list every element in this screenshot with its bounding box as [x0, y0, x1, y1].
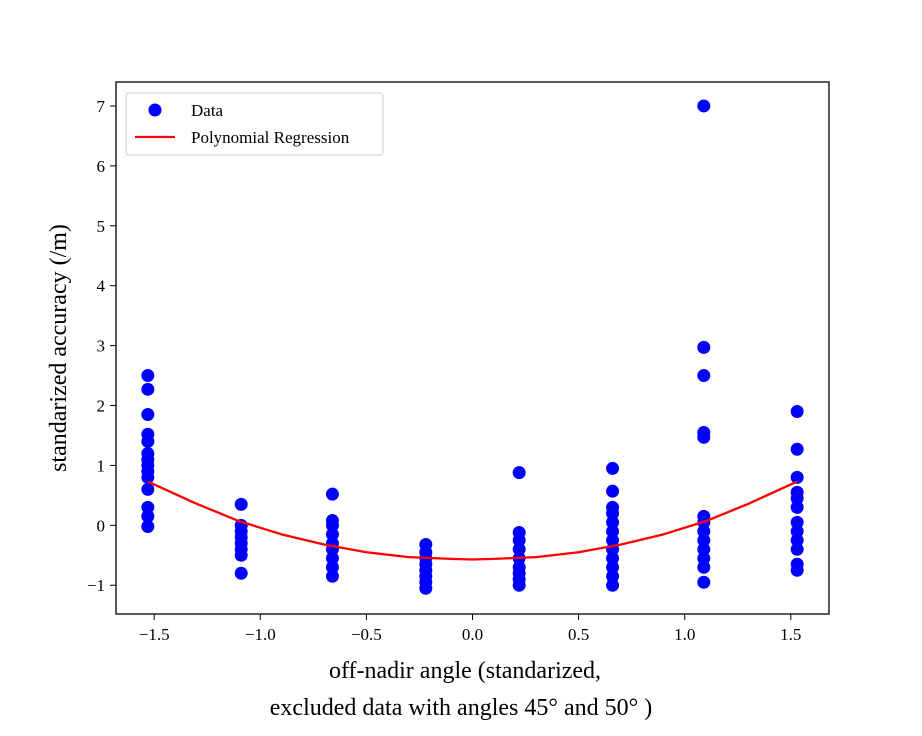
y-tick-label: 5	[97, 217, 106, 236]
y-tick-label: 0	[97, 516, 106, 535]
data-point	[790, 563, 804, 577]
y-tick-label: 6	[97, 157, 106, 176]
data-point	[606, 533, 620, 547]
data-point	[512, 533, 526, 547]
data-point	[606, 484, 620, 498]
data-point	[697, 551, 711, 565]
data-point	[512, 466, 526, 480]
data-point	[141, 382, 155, 396]
data-point	[790, 515, 804, 529]
y-tick-label: 4	[97, 277, 106, 296]
data-point	[606, 515, 620, 529]
data-point	[697, 542, 711, 556]
data-point	[325, 560, 339, 574]
data-point	[697, 560, 711, 574]
data-point	[141, 509, 155, 523]
data-point	[325, 527, 339, 541]
data-point	[790, 524, 804, 538]
data-point	[512, 578, 526, 592]
x-tick-label: 1.0	[674, 625, 695, 644]
data-point	[606, 551, 620, 565]
data-point	[697, 575, 711, 589]
data-point	[790, 442, 804, 456]
data-point	[790, 491, 804, 505]
x-axis-label-line-1: off-nadir angle (standarized,	[329, 658, 601, 684]
y-axis-label: standarized accuracy (/m)	[46, 224, 72, 472]
data-point	[606, 560, 620, 574]
data-point	[141, 408, 155, 421]
data-point	[606, 506, 620, 520]
x-tick-label: −0.5	[351, 625, 382, 644]
data-point	[141, 369, 155, 383]
data-point	[141, 520, 155, 534]
data-point	[512, 542, 526, 556]
y-tick-label: 2	[97, 397, 106, 416]
data-point	[697, 99, 711, 113]
data-point	[141, 482, 155, 496]
data-point	[141, 500, 155, 514]
y-tick-label: 1	[97, 456, 106, 475]
legend: Data Polynomial Regression	[125, 92, 384, 156]
legend-marker-data	[148, 103, 162, 117]
data-point	[141, 470, 155, 484]
data-point	[790, 542, 804, 556]
data-point	[790, 533, 804, 547]
data-point	[325, 551, 339, 565]
y-tick-label: 7	[97, 97, 106, 116]
data-point	[141, 434, 155, 448]
data-point	[790, 470, 804, 484]
x-tick-label: −1.5	[139, 625, 170, 644]
y-tick-label: 3	[97, 337, 106, 356]
x-tick-label: 0.0	[462, 625, 483, 644]
x-tick-label: 1.5	[780, 625, 801, 644]
data-point	[325, 569, 339, 583]
data-point	[325, 487, 339, 501]
data-point	[790, 405, 804, 419]
data-point	[234, 497, 248, 511]
legend-box	[125, 92, 384, 156]
data-point	[606, 524, 620, 538]
legend-label-data: Data	[191, 101, 224, 120]
data-point	[606, 461, 620, 475]
data-point	[234, 548, 248, 562]
data-point	[790, 500, 804, 514]
data-point	[697, 340, 711, 354]
data-point	[325, 518, 339, 532]
data-point	[697, 369, 711, 383]
y-tick-label: −1	[87, 576, 105, 595]
data-point	[606, 578, 620, 592]
x-tick-label: −1.0	[245, 625, 276, 644]
x-tick-label: 0.5	[568, 625, 589, 644]
data-point	[419, 581, 433, 595]
data-point	[697, 430, 711, 444]
data-point	[606, 569, 620, 583]
regression-line	[147, 480, 798, 561]
data-point	[234, 566, 248, 580]
legend-label-regression: Polynomial Regression	[191, 128, 350, 147]
x-axis-label-line-2: excluded data with angles 45° and 50° )	[270, 695, 652, 721]
data-point	[697, 533, 711, 547]
data-point	[697, 524, 711, 538]
